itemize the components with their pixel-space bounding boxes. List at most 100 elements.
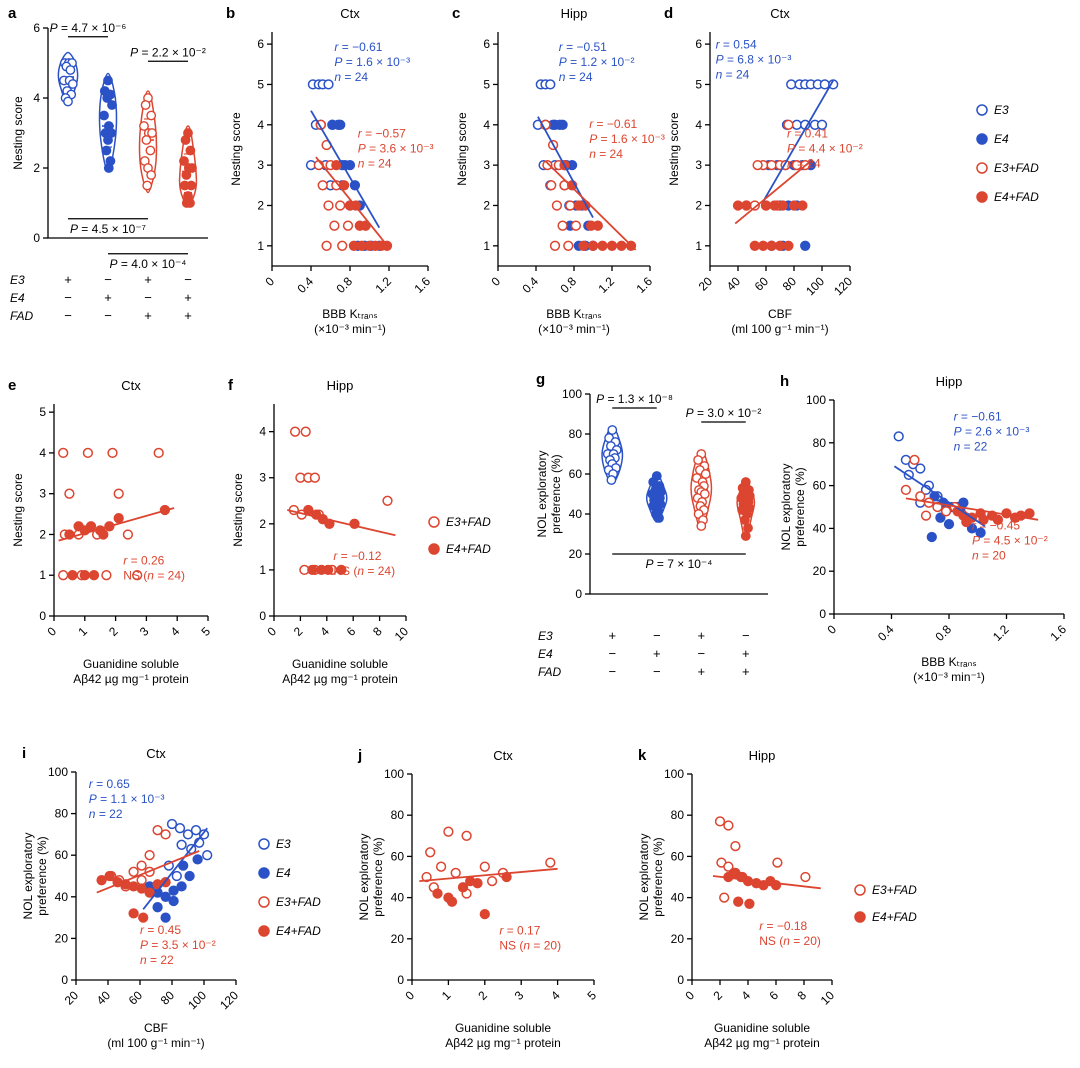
x-tick-label: 0.8 [557, 274, 579, 296]
data-point-E4 [168, 885, 179, 896]
y-tick-label: 40 [55, 890, 69, 904]
y-tick-label: 3 [259, 471, 266, 485]
stats-annotation: r = −0.45 [972, 519, 1020, 533]
y-tick-label: 6 [257, 37, 264, 51]
y-tick-label: 3 [39, 487, 46, 501]
data-point-E4+FAD [1024, 508, 1035, 519]
data-point-E4 [160, 912, 171, 923]
data-point-E4 [152, 902, 163, 913]
y-tick-label: 4 [33, 91, 40, 105]
legend-label: E3+FAD [872, 883, 917, 897]
data-point-E4+FAD [992, 514, 1004, 525]
genotype-value: + [742, 646, 750, 661]
data-point-E4+FAD [185, 145, 196, 156]
legend-marker [976, 104, 988, 116]
data-point-E3+FAD [752, 159, 763, 171]
stats-annotation: P = 6.8 × 10⁻³ [716, 53, 792, 67]
p-value-label: P = 4.5 × 10⁻⁷ [70, 222, 146, 236]
y-tick-label: 1 [483, 239, 490, 253]
data-point-E4+FAD [113, 513, 124, 524]
x-tick-label: 0.4 [875, 622, 897, 644]
data-point-E3 [816, 119, 828, 130]
data-point-E3+FAD [766, 159, 777, 171]
data-point-E3+FAD [551, 200, 563, 211]
stats-annotation: r = −0.61 [954, 410, 1002, 424]
data-point-E3+FAD [300, 426, 311, 437]
data-point-E4+FAD [479, 908, 490, 920]
p-value-label: P = 2.2 × 10⁻² [130, 45, 206, 59]
y-tick-label: 80 [569, 427, 583, 441]
data-point-E4+FAD [457, 882, 469, 893]
y-tick-label: 6 [483, 37, 490, 51]
panel-letter: f [228, 377, 234, 394]
y-tick-label: 20 [813, 564, 827, 578]
data-point-E4+FAD [766, 240, 777, 251]
y-tick-label: 4 [695, 118, 702, 132]
y-tick-label: 2 [483, 198, 490, 212]
genotype-row-label: E4 [10, 291, 25, 305]
x-tick-label: 0.8 [333, 274, 355, 296]
y-tick-label: 80 [671, 808, 685, 822]
data-point-E3 [166, 818, 178, 830]
trend-line [310, 110, 381, 229]
stats-annotation: r = 0.41 [787, 127, 828, 141]
stats-annotation: P = 2.6 × 10⁻³ [954, 425, 1030, 439]
y-axis-label: NOL exploratory [357, 834, 371, 921]
data-point-E3+FAD [82, 447, 94, 459]
x-axis-label: Aβ42 µg mg⁻¹ protein [73, 672, 189, 686]
genotype-value: + [653, 646, 661, 661]
genotype-row-label: FAD [538, 665, 561, 679]
x-tick-label: 0 [44, 624, 59, 639]
y-tick-label: 60 [391, 849, 405, 863]
p-value-label: P = 7 × 10⁻⁴ [646, 557, 713, 571]
y-tick-label: 100 [806, 393, 826, 407]
y-axis-label: preference (%) [549, 454, 563, 533]
stats-annotation: r = 0.45 [140, 923, 181, 937]
y-tick-label: 4 [39, 446, 46, 460]
data-point-E3 [182, 829, 194, 840]
stats-annotation: NS (n = 20) [499, 938, 561, 952]
data-point-E4+FAD [128, 908, 139, 919]
y-tick-label: 3 [695, 158, 702, 172]
stats-annotation: n = 20 [972, 549, 1006, 563]
data-point-E4+FAD [348, 240, 360, 251]
stats-annotation: n = 24 [589, 147, 623, 161]
data-point-E3 [893, 431, 904, 442]
data-point-E3+FAD [730, 840, 741, 852]
stats-annotation: r = 0.17 [499, 923, 540, 937]
data-point-E4 [335, 119, 346, 130]
x-axis-label: CBF [144, 1021, 168, 1035]
data-point-E4 [943, 518, 955, 530]
legend-label: E4 [276, 866, 291, 880]
data-point-E3+FAD [160, 829, 171, 840]
data-point-E3 [63, 96, 73, 107]
y-tick-label: 60 [55, 848, 69, 862]
x-tick-label: 0 [824, 622, 839, 637]
genotype-value: − [144, 290, 152, 305]
x-tick-label: 8 [370, 624, 385, 639]
panel-letter: k [638, 747, 647, 764]
data-point-E3+FAD [141, 135, 152, 145]
data-point-E4 [103, 135, 113, 145]
x-axis-label: (ml 100 g⁻¹ min⁻¹) [107, 1036, 204, 1050]
data-point-E4+FAD [88, 570, 100, 581]
stats-annotation: P = 1.6 × 10⁻³ [589, 132, 665, 146]
data-point-E3+FAD [557, 220, 568, 231]
legend-marker [258, 925, 270, 937]
stats-annotation: n = 24 [787, 157, 821, 171]
y-tick-label: 100 [664, 767, 684, 781]
y-axis-label: Nesting score [11, 96, 25, 170]
data-point-E3+FAD [563, 240, 574, 251]
legend-marker [258, 896, 270, 908]
data-point-E4+FAD [331, 159, 342, 171]
data-point-E4+FAD [578, 240, 589, 251]
data-point-E4+FAD [739, 515, 750, 525]
data-point-E4 [958, 497, 969, 508]
data-point-E4+FAD [360, 220, 371, 231]
x-tick-label: 2 [710, 988, 725, 1003]
data-point-E4 [101, 145, 112, 156]
x-tick-label: 1.6 [1047, 622, 1069, 644]
panel-title: Hipp [936, 374, 963, 389]
data-point-E3+FAD [132, 570, 143, 581]
legend-label: E4+FAD [446, 542, 491, 556]
